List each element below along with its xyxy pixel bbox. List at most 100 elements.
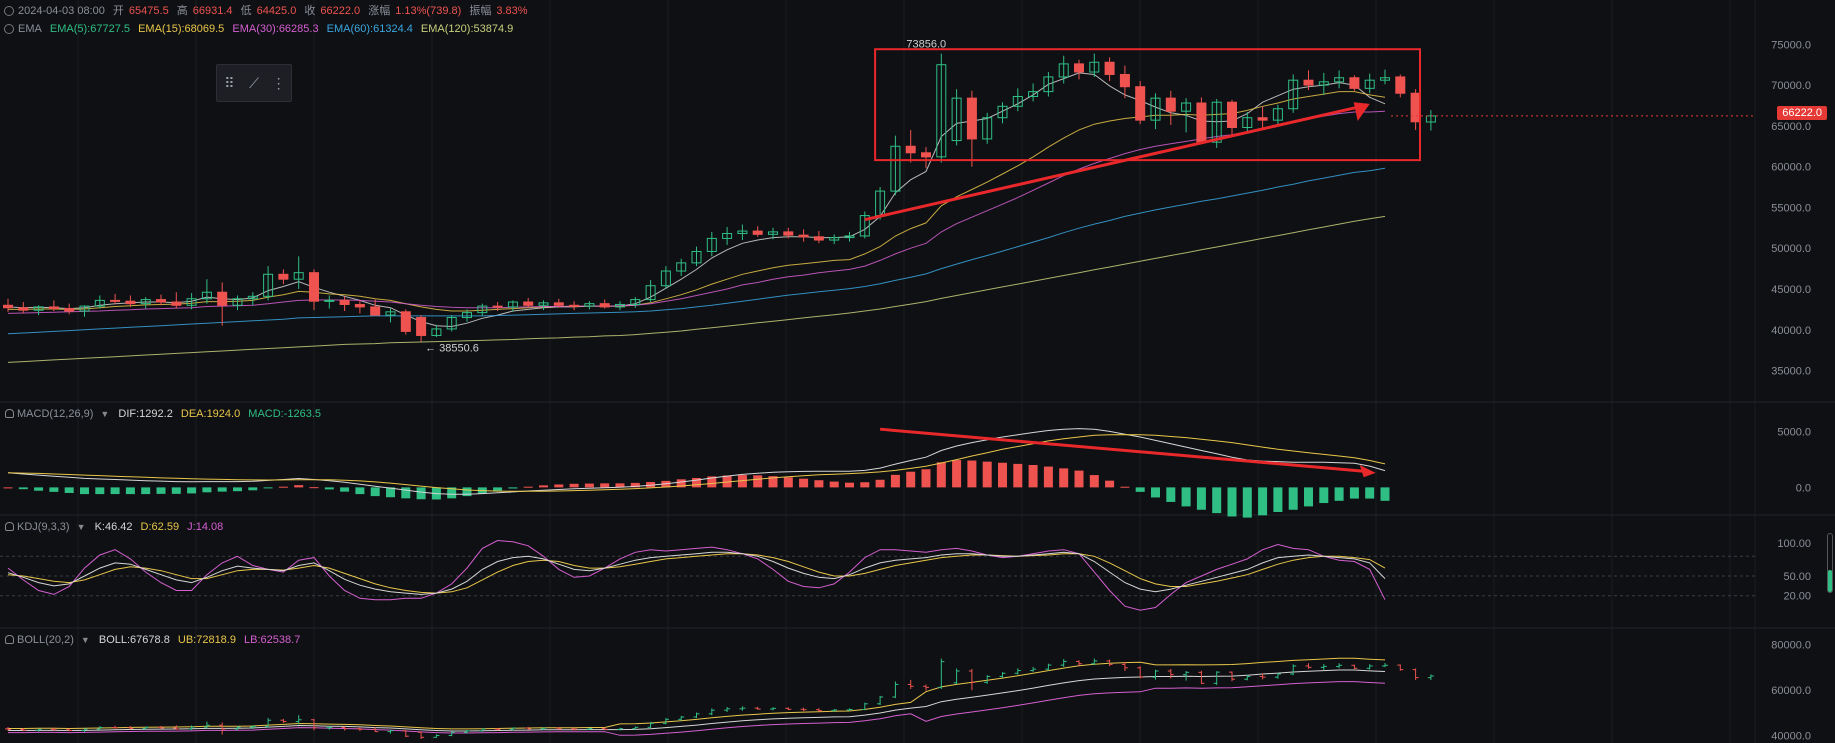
candle-body <box>125 300 136 305</box>
macd-histogram-bar <box>539 485 548 488</box>
macd-histogram-bar <box>401 487 411 499</box>
macd-histogram-bar <box>416 487 426 500</box>
chevron-down-icon[interactable]: ▼ <box>76 522 86 532</box>
y-tick-label: 55000.0 <box>1771 202 1811 214</box>
macd-histogram-bar <box>554 484 564 488</box>
macd-histogram-bar <box>768 476 778 488</box>
ema120-label: EMA(120):53874.9 <box>420 23 514 35</box>
macd-histogram-bar <box>110 487 120 495</box>
macd-histogram-bar <box>1151 487 1160 498</box>
candle-body <box>737 230 748 235</box>
candle-body <box>370 306 381 316</box>
high-annotation: 73856.0 <box>906 39 946 51</box>
candle-body <box>309 272 319 302</box>
bell-icon[interactable] <box>5 409 14 418</box>
low-value: 64425.0 <box>256 5 297 17</box>
candle-body <box>1395 76 1406 94</box>
macd-histogram-bar <box>263 487 273 489</box>
ema-line-EMA15 <box>8 91 1386 312</box>
macd-histogram-bar <box>814 480 824 488</box>
macd-histogram-bar <box>921 469 931 488</box>
candle-body <box>1165 97 1176 112</box>
candle-body <box>263 273 274 297</box>
macd-histogram-bar <box>64 487 74 493</box>
macd-histogram-bar <box>707 476 717 488</box>
candle-body <box>1380 77 1390 81</box>
macd-histogram-bar <box>294 485 304 488</box>
macd-histogram-bar <box>447 487 457 499</box>
candle-body <box>278 273 289 280</box>
line-draw-icon[interactable]: ⟋ <box>249 74 259 91</box>
highlight-box <box>874 48 1421 162</box>
candle-body <box>569 304 580 307</box>
candle-body <box>507 301 518 308</box>
candle-body <box>492 305 503 308</box>
macd-histogram-bar <box>1380 487 1390 501</box>
macd-histogram-bar <box>156 487 166 494</box>
candle-body <box>921 152 931 158</box>
candle-body <box>33 306 44 311</box>
collapse-icon[interactable] <box>4 24 14 34</box>
candle-body <box>1074 63 1084 73</box>
candle-body <box>660 270 671 287</box>
macd-histogram-bar <box>248 487 258 491</box>
grip-icon[interactable]: ⠿ <box>224 74 235 91</box>
macd-histogram-bar <box>1334 487 1344 501</box>
chevron-down-icon[interactable]: ▼ <box>80 635 90 645</box>
boll-lower-band <box>8 681 1386 736</box>
collapse-icon[interactable] <box>4 6 14 16</box>
macd-histogram-bar <box>1258 487 1268 516</box>
macd-histogram-bar <box>952 460 962 488</box>
ema30-label: EMA(30):66285.3 <box>232 23 319 35</box>
candle-body <box>706 237 717 252</box>
candle-body <box>630 299 641 305</box>
candle-body <box>645 285 656 301</box>
macd-histogram-bar <box>630 482 640 488</box>
macd-histogram-bar <box>233 487 242 492</box>
macd-histogram-bar <box>1166 487 1176 502</box>
boll-mid-label: BOLL:67678.8 <box>98 634 170 646</box>
bell-icon[interactable] <box>5 635 14 644</box>
macd-histogram-bar <box>615 483 625 488</box>
y-tick-label: 65000.0 <box>1771 121 1811 133</box>
macd-histogram-bar <box>906 471 916 488</box>
macd-histogram-bar <box>799 478 809 488</box>
macd-histogram-bar <box>171 487 181 494</box>
macd-histogram-bar <box>3 487 13 489</box>
ohlc-header: 2024-04-03 08:00 开 65475.5 高 66931.4 低 6442… <box>0 4 533 18</box>
low-annotation: ← 38550.6 <box>425 343 479 355</box>
macd-histogram-bar <box>370 487 380 497</box>
macd-histogram-bar <box>1304 487 1313 507</box>
candle-body <box>1119 73 1130 88</box>
candle-body <box>1211 101 1222 143</box>
macd-histogram-bar <box>1013 463 1023 488</box>
y-tick-label: 45000.0 <box>1771 284 1811 296</box>
kdj-j-line <box>7 539 1386 611</box>
ema15-label: EMA(15):68069.5 <box>138 23 225 35</box>
macd-histogram-bar <box>141 487 151 495</box>
candle-body <box>936 64 947 158</box>
open-value: 65475.5 <box>128 5 169 17</box>
k-label: K:46.42 <box>94 521 133 533</box>
macd-histogram-bar <box>493 487 503 491</box>
candle-body <box>523 301 534 306</box>
candle-body <box>1043 76 1054 93</box>
kdj-k-line <box>7 551 1386 595</box>
ema-line-EMA120 <box>7 215 1386 363</box>
candle-body <box>1135 86 1146 121</box>
y-tick-label: 80000.0 <box>1771 640 1811 652</box>
macd-histogram-bar <box>95 487 105 495</box>
macd-histogram-bar <box>998 462 1007 488</box>
candle-body <box>752 230 763 235</box>
candle-body <box>400 311 411 332</box>
pane-scrollbar[interactable] <box>1827 533 1833 593</box>
d-label: D:62.59 <box>140 521 180 533</box>
candle-body <box>1257 117 1268 121</box>
y-tick-label: 100.00 <box>1777 538 1811 550</box>
chevron-down-icon[interactable]: ▼ <box>100 409 110 419</box>
more-icon[interactable]: ⋮ <box>271 74 286 91</box>
y-tick-label: 70000.0 <box>1771 80 1811 92</box>
bell-icon[interactable] <box>5 522 14 531</box>
candle-body <box>446 317 457 330</box>
